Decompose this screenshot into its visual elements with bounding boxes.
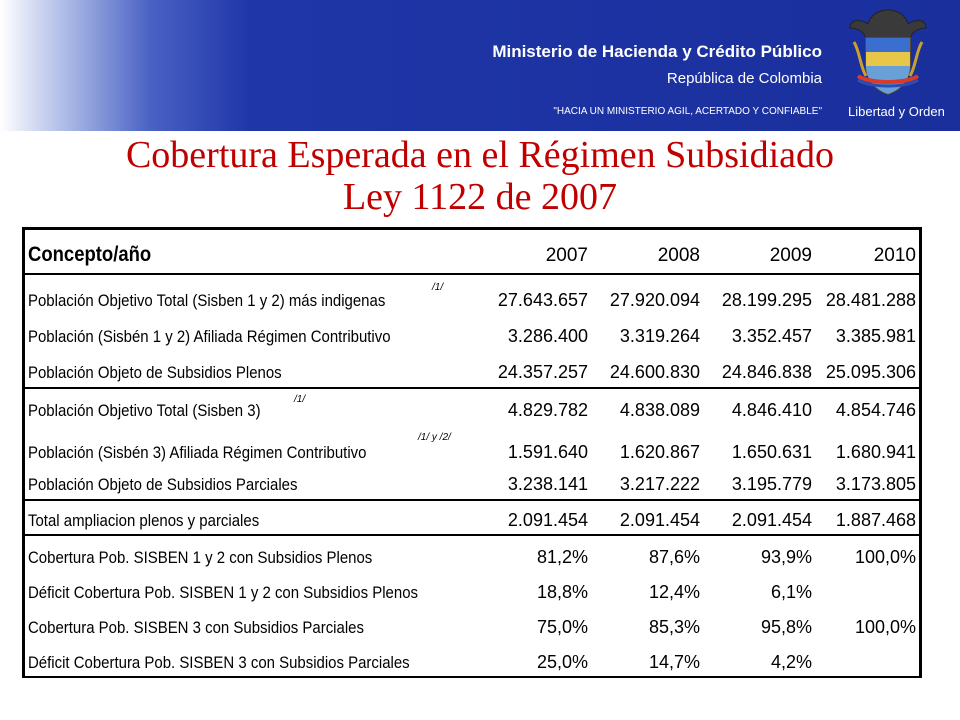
table-header-row: Concepto/año 2007 2008 2009 2010 [22, 235, 922, 267]
divider [22, 273, 922, 275]
cell-value: 24.357.257 [497, 362, 588, 382]
table-row: Población Objeto de Subsidios Parciales … [22, 463, 922, 495]
cell-value: 3.385.981 [835, 326, 916, 346]
cell-value: 100,0% [854, 547, 916, 567]
coverage-table: Concepto/año 2007 2008 2009 2010 Poblaci… [22, 227, 922, 678]
cell-value: 4.854.746 [835, 400, 916, 420]
cell-value: 2.091.454 [731, 510, 812, 530]
ministry-name: Ministerio de Hacienda y Crédito Público [492, 42, 822, 61]
row-label: Déficit Cobertura Pob. SISBEN 1 y 2 con … [28, 583, 418, 602]
cell-value: 3.352.457 [731, 326, 812, 346]
cell-value: 28.481.288 [825, 290, 916, 310]
cell-value: 12,4% [648, 582, 700, 602]
divider [22, 534, 922, 536]
header-banner: Ministerio de Hacienda y Crédito Público… [0, 0, 960, 131]
row-label: Población (Sisbén 1 y 2) Afiliada Régime… [28, 327, 391, 346]
row-note: /1/ [432, 282, 444, 293]
concept-header: Concepto/año [28, 243, 152, 266]
cell-value: 27.920.094 [609, 290, 700, 310]
row-label: Población Objetivo Total (Sisben 1 y 2) … [28, 291, 386, 310]
cell-value: 3.217.222 [619, 474, 700, 494]
cell-value: 2.091.454 [507, 510, 588, 530]
cell-value: 2.091.454 [619, 510, 700, 530]
title-line-1: Cobertura Esperada en el Régimen Subsidi… [125, 134, 835, 176]
row-label: Cobertura Pob. SISBEN 3 con Subsidios Pa… [28, 618, 364, 637]
cell-value: 3.173.805 [835, 474, 916, 494]
cell-value: 81,2% [536, 547, 588, 567]
title-line-2: Ley 1122 de 2007 [342, 176, 618, 218]
table-row: Población (Sisbén 1 y 2) Afiliada Régime… [22, 311, 922, 347]
divider [22, 387, 922, 389]
table-border-top [22, 227, 922, 230]
republic-name: República de Colombia [666, 70, 822, 87]
cell-value: 25,0% [536, 652, 588, 672]
cell-value: 100,0% [854, 617, 916, 637]
row-label: Población Objetivo Total (Sisben 3) [28, 401, 261, 420]
cell-value: 4,2% [770, 652, 812, 672]
table-border-bottom [22, 676, 922, 678]
table-border-left [22, 227, 25, 678]
cell-value: 75,0% [536, 617, 588, 637]
year-header: 2010 [873, 245, 916, 266]
cell-value: 1.591.640 [507, 442, 588, 462]
cell-value: 18,8% [536, 582, 588, 602]
row-label: Población Objeto de Subsidios Parciales [28, 475, 298, 494]
motto: Libertad y Orden [848, 104, 945, 119]
cell-value: 85,3% [648, 617, 700, 637]
table-row: Total ampliacion plenos y parciales 2.09… [22, 501, 922, 531]
cell-value: 14,7% [648, 652, 700, 672]
cell-value: 25.095.306 [825, 362, 916, 382]
table-row: Cobertura Pob. SISBEN 1 y 2 con Subsidio… [22, 537, 922, 568]
cell-value: 87,6% [648, 547, 700, 567]
row-label: Población Objeto de Subsidios Plenos [28, 363, 282, 382]
cell-value: 27.643.657 [497, 290, 588, 310]
cell-value: 4.838.089 [619, 400, 700, 420]
cell-value: 3.195.779 [731, 474, 812, 494]
cell-value: 24.600.830 [609, 362, 700, 382]
coat-of-arms-icon [849, 9, 927, 95]
cell-value: 6,1% [770, 582, 812, 602]
cell-value: 3.238.141 [507, 474, 588, 494]
cell-value: 3.319.264 [619, 326, 700, 346]
cell-value: 4.846.410 [731, 400, 812, 420]
divider [22, 499, 922, 501]
cell-value: 95,8% [760, 617, 812, 637]
cell-value: 1.650.631 [731, 442, 812, 462]
cell-value: 4.829.782 [507, 400, 588, 420]
row-note: /1/ y /2/ [418, 432, 451, 443]
slogan: "HACIA UN MINISTERIO AGIL, ACERTADO Y CO… [553, 106, 822, 117]
table-row: Déficit Cobertura Pob. SISBEN 1 y 2 con … [22, 568, 922, 603]
cell-value: 28.199.295 [721, 290, 812, 310]
table-row: Cobertura Pob. SISBEN 3 con Subsidios Pa… [22, 603, 922, 638]
table-border-right [919, 227, 922, 678]
table-row: Población Objeto de Subsidios Plenos 24.… [22, 347, 922, 383]
table-row: Población Objetivo Total (Sisben 1 y 2) … [22, 277, 922, 311]
year-header: 2007 [545, 245, 588, 266]
cell-value: 3.286.400 [507, 326, 588, 346]
table-row: Déficit Cobertura Pob. SISBEN 3 con Subs… [22, 638, 922, 673]
cell-value: 1.620.867 [619, 442, 700, 462]
page-title: Cobertura Esperada en el Régimen Subsidi… [0, 134, 960, 218]
row-note: /1/ [294, 394, 306, 405]
cell-value: 24.846.838 [721, 362, 812, 382]
cell-value: 1.887.468 [835, 510, 916, 530]
table-row: Población (Sisbén 3) Afiliada Régimen Co… [22, 421, 922, 463]
row-label: Población (Sisbén 3) Afiliada Régimen Co… [28, 443, 367, 462]
year-header: 2008 [657, 245, 700, 266]
cell-value: 1.680.941 [835, 442, 916, 462]
cell-value: 93,9% [760, 547, 812, 567]
table-row: Población Objetivo Total (Sisben 3) /1/ … [22, 391, 922, 421]
year-header: 2009 [769, 245, 812, 266]
row-label: Déficit Cobertura Pob. SISBEN 3 con Subs… [28, 653, 410, 672]
row-label: Cobertura Pob. SISBEN 1 y 2 con Subsidio… [28, 548, 373, 567]
row-label: Total ampliacion plenos y parciales [28, 511, 260, 530]
